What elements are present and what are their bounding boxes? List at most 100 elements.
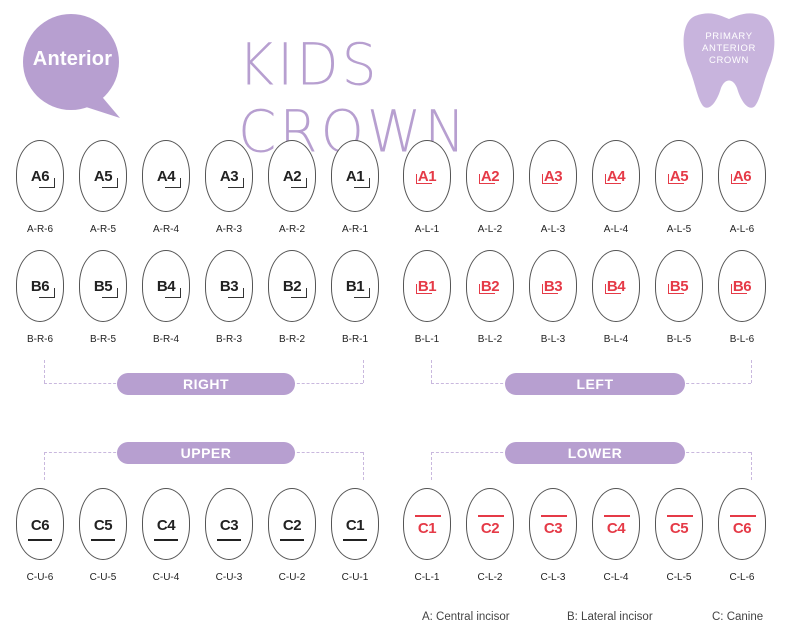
- crown-mark: [731, 284, 747, 294]
- crown-label: A3: [219, 168, 239, 185]
- crown-label: B5: [669, 278, 689, 295]
- crown-mark: [668, 284, 684, 294]
- crown-code: B-L-6: [729, 334, 755, 345]
- crown-label: A6: [732, 168, 752, 185]
- left-pill: LEFT: [505, 373, 685, 395]
- crown-bar: [343, 539, 367, 541]
- crown-code: B-R-6: [26, 334, 54, 345]
- crown-label: C1: [345, 517, 365, 534]
- crown-code: A-R-3: [215, 224, 243, 235]
- crown-label: B4: [156, 278, 176, 295]
- crown-c-u-4: C3: [205, 488, 253, 560]
- crown-code: A-L-3: [540, 224, 566, 235]
- crown-a-l-4: A4: [592, 140, 640, 212]
- crown-bar: [217, 539, 241, 541]
- crown-mark: [165, 178, 181, 188]
- crown-code: C-L-2: [477, 572, 503, 583]
- dash-right-left-v: [44, 360, 45, 383]
- crown-label: C5: [669, 520, 689, 537]
- crown-label: A3: [543, 168, 563, 185]
- crown-bar: [154, 539, 178, 541]
- crown-label: A1: [345, 168, 365, 185]
- crown-label: A5: [669, 168, 689, 185]
- crown-mark: [605, 284, 621, 294]
- crown-a-r-3: A4: [142, 140, 190, 212]
- dash-upper-left-v: [44, 452, 45, 480]
- crown-code: B-R-2: [278, 334, 306, 345]
- crown-label: C6: [30, 517, 50, 534]
- crown-c-u-2: C5: [79, 488, 127, 560]
- crown-code: C-L-1: [414, 572, 440, 583]
- crown-a-r-5: A2: [268, 140, 316, 212]
- crown-mark: [731, 174, 747, 184]
- crown-code: B-R-5: [89, 334, 117, 345]
- dash-right-right-v: [363, 360, 364, 383]
- crown-mark: [102, 288, 118, 298]
- crown-a-l-2: A2: [466, 140, 514, 212]
- tooth-badge-line2: ANTERIOR: [702, 43, 756, 54]
- crown-c-l-3: C3: [529, 488, 577, 560]
- crown-label: C4: [606, 520, 626, 537]
- dash-lower-left-v: [431, 452, 432, 480]
- legend-lateral-incisor: B: Lateral incisor: [567, 611, 653, 623]
- crown-label: C5: [93, 517, 113, 534]
- crown-label: C2: [282, 517, 302, 534]
- anterior-label: Anterior: [32, 48, 113, 70]
- crown-code: C-U-3: [215, 572, 243, 583]
- speech-bubble-shape: [23, 14, 120, 118]
- crown-code: A-R-5: [89, 224, 117, 235]
- crown-a-r-1: A6: [16, 140, 64, 212]
- crown-label: B5: [93, 278, 113, 295]
- crown-code: C-U-5: [89, 572, 117, 583]
- crown-label: C6: [732, 520, 752, 537]
- crown-code: A-R-4: [152, 224, 180, 235]
- crown-label: C4: [156, 517, 176, 534]
- crown-code: A-R-2: [278, 224, 306, 235]
- crown-mark: [228, 178, 244, 188]
- crown-mark: [291, 178, 307, 188]
- crown-a-r-6: A1: [331, 140, 379, 212]
- crown-mark: [479, 284, 495, 294]
- crown-a-l-1: A1: [403, 140, 451, 212]
- crown-code: A-L-6: [729, 224, 755, 235]
- crown-label: A6: [30, 168, 50, 185]
- crown-label: B3: [543, 278, 563, 295]
- right-pill: RIGHT: [117, 373, 295, 395]
- dash-lower-right-v: [751, 452, 752, 480]
- crown-mark: [291, 288, 307, 298]
- crown-label: C3: [543, 520, 563, 537]
- crown-a-l-3: A3: [529, 140, 577, 212]
- tooth-badge-line3: CROWN: [709, 55, 749, 66]
- crown-a-r-2: A5: [79, 140, 127, 212]
- crown-b-r-1: B6: [16, 250, 64, 322]
- crown-b-r-6: B1: [331, 250, 379, 322]
- crown-b-r-3: B4: [142, 250, 190, 322]
- crown-code: C-L-3: [540, 572, 566, 583]
- crown-c-u-3: C4: [142, 488, 190, 560]
- crown-code: B-L-1: [414, 334, 440, 345]
- crown-a-l-5: A5: [655, 140, 703, 212]
- lower-pill: LOWER: [505, 442, 685, 464]
- crown-bar: [541, 515, 567, 517]
- crown-c-l-1: C1: [403, 488, 451, 560]
- crown-mark: [354, 178, 370, 188]
- dash-lower-left: [431, 452, 513, 453]
- crown-bar: [604, 515, 630, 517]
- crown-b-r-2: B5: [79, 250, 127, 322]
- crown-mark: [605, 174, 621, 184]
- crown-bar: [415, 515, 441, 517]
- crown-b-l-2: B2: [466, 250, 514, 322]
- dash-right-left: [44, 383, 126, 384]
- dash-left-right: [681, 383, 751, 384]
- crown-label: A2: [282, 168, 302, 185]
- crown-b-r-5: B2: [268, 250, 316, 322]
- crown-label: B3: [219, 278, 239, 295]
- crown-code: A-R-6: [26, 224, 54, 235]
- crown-code: A-L-4: [603, 224, 629, 235]
- crown-b-l-3: B3: [529, 250, 577, 322]
- crown-label: A5: [93, 168, 113, 185]
- crown-b-l-6: B6: [718, 250, 766, 322]
- crown-code: C-U-1: [341, 572, 369, 583]
- crown-code: C-L-5: [666, 572, 692, 583]
- crown-label: B1: [345, 278, 365, 295]
